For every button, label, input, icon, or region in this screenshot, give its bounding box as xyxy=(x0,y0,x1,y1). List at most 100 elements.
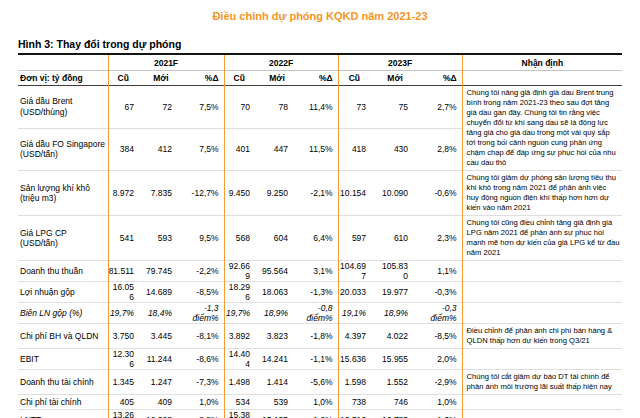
table-row: Chi phí tài chính4054091,0%5345391,0%738… xyxy=(18,395,622,410)
value-cell: 1.598 xyxy=(338,370,378,395)
sub-header-cu: Cũ xyxy=(224,71,262,86)
value-cell: -5,6% xyxy=(300,370,338,395)
value-cell: 79.745 xyxy=(146,261,184,282)
sub-header-moi: Mới xyxy=(378,71,420,86)
row-label: Biên LN gộp (%) xyxy=(18,303,108,324)
assessment-cell xyxy=(462,282,622,303)
assessment-cell xyxy=(462,303,622,324)
value-cell: -1,3% xyxy=(300,282,338,303)
value-cell: 10.154 xyxy=(338,171,378,216)
value-cell: 2,3% xyxy=(420,216,462,261)
value-cell: 11.244 xyxy=(146,349,184,370)
value-cell: 19,1% xyxy=(338,303,378,324)
table-row: Sản lượng khí khô (triệu m3)8.9727.835-1… xyxy=(18,171,622,216)
assessment-cell xyxy=(462,395,622,410)
table-row: Doanh thu tài chính1.3451.247-7,3%1.4981… xyxy=(18,370,622,395)
value-cell: 384 xyxy=(108,128,146,171)
assessment-cell xyxy=(462,410,622,418)
table-row: Lợi nhuận gộp16.05614.689-8,5%18.29618.0… xyxy=(18,282,622,303)
value-cell: -2,1% xyxy=(300,171,338,216)
value-cell: 1,0% xyxy=(420,395,462,410)
value-cell: 418 xyxy=(338,128,378,171)
value-cell: 12.098 xyxy=(146,410,184,418)
value-cell: 401 xyxy=(224,128,262,171)
row-label: EBIT xyxy=(18,349,108,370)
report-page: Điều chỉnh dự phóng KQKD năm 2021-23 Hìn… xyxy=(0,0,640,418)
value-cell: 539 xyxy=(262,395,300,410)
value-cell: 67 xyxy=(108,86,146,129)
unit-label: Đơn vị: tỷ đồng xyxy=(18,71,108,86)
value-cell: 9.250 xyxy=(262,171,300,216)
value-cell: 14.404 xyxy=(224,349,262,370)
value-cell: -1,1% xyxy=(300,349,338,370)
value-cell: -0,6% xyxy=(420,171,462,216)
value-cell: 412 xyxy=(146,128,184,171)
value-cell: 72 xyxy=(146,86,184,129)
value-cell: 738 xyxy=(338,395,378,410)
year-header-2021F: 2021F xyxy=(108,55,224,71)
value-cell: 1,0% xyxy=(184,395,224,410)
value-cell: 15.955 xyxy=(378,349,420,370)
value-cell: 18,4% xyxy=(146,303,184,324)
row-label: Giá dầu FO Singapore (USD/tấn) xyxy=(18,128,108,171)
value-cell: 1,1% xyxy=(420,261,462,282)
value-cell: 13.263 xyxy=(108,410,146,418)
value-cell: 597 xyxy=(338,216,378,261)
value-cell: 15.135 xyxy=(262,410,300,418)
value-cell: 78 xyxy=(262,86,300,129)
value-cell: 14.241 xyxy=(262,349,300,370)
table-row: Biên LN gộp (%)19,7%18,4%-1,3 điểm%19,7%… xyxy=(18,303,622,324)
value-cell: -8,8% xyxy=(184,410,224,418)
value-cell: 12.306 xyxy=(108,349,146,370)
row-label: Sản lượng khí khô (triệu m3) xyxy=(18,171,108,216)
value-cell: 19,7% xyxy=(224,303,262,324)
value-cell: 15.636 xyxy=(338,349,378,370)
value-cell: 104.697 xyxy=(338,261,378,282)
value-cell: 3.445 xyxy=(146,324,184,349)
assessment-cell xyxy=(462,349,622,370)
sub-header-pct: %Δ xyxy=(300,71,338,86)
value-cell: 610 xyxy=(378,216,420,261)
row-label: Doanh thu tài chính xyxy=(18,370,108,395)
value-cell: 92.669 xyxy=(224,261,262,282)
row-label: Chi phí BH và QLDN xyxy=(18,324,108,349)
value-cell: -8,5% xyxy=(184,282,224,303)
value-cell: 15.388 xyxy=(224,410,262,418)
value-cell: 11,5% xyxy=(300,128,338,171)
value-cell: 1,0% xyxy=(300,395,338,410)
value-cell: 430 xyxy=(378,128,420,171)
value-cell: 9.450 xyxy=(224,171,262,216)
assessment-header-spacer xyxy=(462,71,622,86)
value-cell: 75 xyxy=(378,86,420,129)
table-row: Chi phí BH và QLDN3.7503.445-8,1%3.8923.… xyxy=(18,324,622,349)
value-cell: 7,5% xyxy=(184,128,224,171)
value-cell: 1.247 xyxy=(146,370,184,395)
value-cell: 2,0% xyxy=(420,349,462,370)
value-cell: 19,7% xyxy=(108,303,146,324)
value-cell: 19.977 xyxy=(378,282,420,303)
assessment-cell: Chúng tôi cắt giảm dự báo DT tài chính đ… xyxy=(462,370,622,395)
value-cell: 105.830 xyxy=(378,261,420,282)
value-cell: 534 xyxy=(224,395,262,410)
row-label: Lợi nhuận gộp xyxy=(18,282,108,303)
page-title: Điều chỉnh dự phóng KQKD năm 2021-23 xyxy=(18,10,622,22)
value-cell: -1,6% xyxy=(300,410,338,418)
row-label: Giá LPG CP (USD/tấn) xyxy=(18,216,108,261)
table-head: 2021F2022F2023FNhận địnhĐơn vị: tỷ đồngC… xyxy=(18,55,622,86)
value-cell: -0,3% xyxy=(420,282,462,303)
sub-header-pct: %Δ xyxy=(184,71,224,86)
value-cell: 3.892 xyxy=(224,324,262,349)
value-cell: 3,1% xyxy=(300,261,338,282)
value-cell: 746 xyxy=(378,395,420,410)
value-cell: 18.296 xyxy=(224,282,262,303)
value-cell: 568 xyxy=(224,216,262,261)
assessment-header: Nhận định xyxy=(462,55,622,71)
value-cell: 2,7% xyxy=(420,86,462,129)
value-cell: 3.823 xyxy=(262,324,300,349)
table-body: Giá dầu Brent (USD/thùng)67727,5%707811,… xyxy=(18,86,622,418)
table-row: Giá dầu Brent (USD/thùng)67727,5%707811,… xyxy=(18,86,622,129)
value-cell: 4.022 xyxy=(378,324,420,349)
row-label: Giá dầu Brent (USD/thùng) xyxy=(18,86,108,129)
value-cell: -1,3 điểm% xyxy=(184,303,224,324)
value-cell: 73 xyxy=(338,86,378,129)
